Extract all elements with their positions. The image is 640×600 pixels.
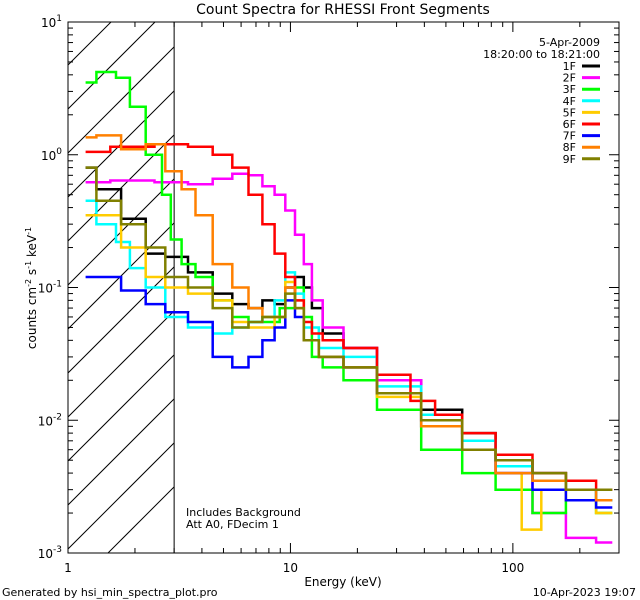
x-tick-label: 100 xyxy=(501,561,524,575)
y-tick-exponent: -1 xyxy=(53,280,62,290)
hatch-line xyxy=(68,398,175,506)
legend-label-6F: 6F xyxy=(563,118,576,131)
hatch-line xyxy=(68,0,174,21)
legend-label-5F: 5F xyxy=(563,106,576,119)
hatched-region xyxy=(68,0,175,553)
hatch-line xyxy=(68,22,156,110)
series-layer xyxy=(85,70,613,544)
x-tick-label: 10 xyxy=(283,561,298,575)
footer-timestamp: 10-Apr-2023 19:07 xyxy=(533,586,636,599)
hatch-line xyxy=(68,310,175,418)
series-line-6F xyxy=(85,142,613,491)
y-tick-label: 10-2 xyxy=(38,412,62,428)
series-line-9F xyxy=(85,166,613,491)
hatch-line xyxy=(68,266,175,374)
y-tick-base: 10 xyxy=(38,547,53,561)
legend-label-9F: 9F xyxy=(563,153,576,166)
y-label-part: keV xyxy=(25,234,39,261)
legend-date: 5-Apr-2009 xyxy=(539,36,600,49)
hatch-line xyxy=(68,46,175,154)
y-tick-label: 101 xyxy=(41,14,62,30)
y-tick-exponent: 1 xyxy=(56,14,62,24)
hatch-line xyxy=(68,22,112,66)
y-label-sup: -1 xyxy=(24,261,33,269)
y-tick-exponent: -3 xyxy=(53,545,62,555)
hatch-line xyxy=(68,134,175,242)
hatch-line xyxy=(68,442,175,550)
x-axis-label: Energy (keV) xyxy=(304,575,381,589)
y-label-sup: -2 xyxy=(24,279,33,287)
legend-label-7F: 7F xyxy=(563,130,576,143)
y-label-part: counts cm xyxy=(25,287,39,349)
annotation-background: Includes Background xyxy=(186,506,301,519)
legend-time-range: 18:20:00 to 18:21:00 xyxy=(483,48,600,61)
y-tick-label: 10-3 xyxy=(38,545,62,561)
y-tick-label: 10-1 xyxy=(38,280,62,296)
x-tick-label: 1 xyxy=(64,561,72,575)
hatch-line xyxy=(68,354,175,462)
legend-label-2F: 2F xyxy=(563,72,576,85)
hatch-line xyxy=(107,486,175,553)
footer-generated-by: Generated by hsi_min_spectra_plot.pro xyxy=(2,586,218,599)
y-tick-base: 10 xyxy=(38,414,53,428)
legend-label-4F: 4F xyxy=(563,95,576,108)
y-tick-exponent: 0 xyxy=(56,147,62,157)
legend-label-8F: 8F xyxy=(563,141,576,154)
y-label-part: s xyxy=(25,269,39,279)
y-label-sup: -1 xyxy=(24,227,33,235)
y-tick-base: 10 xyxy=(38,282,53,296)
chart-title: Count Spectra for RHESSI Front Segments xyxy=(196,2,490,18)
y-tick-label: 100 xyxy=(41,147,62,163)
y-tick-base: 10 xyxy=(41,149,56,163)
y-tick-exponent: -2 xyxy=(53,412,62,422)
annotation-attenuator: Att A0, FDecim 1 xyxy=(186,518,279,531)
hatch-lines xyxy=(68,0,175,553)
y-axis-label: counts cm-2 s-1 keV-1 xyxy=(24,227,39,349)
legend-label-1F: 1F xyxy=(563,60,576,73)
series-line-1F xyxy=(85,166,613,502)
y-tick-base: 10 xyxy=(41,16,56,30)
series-line-3F xyxy=(85,70,613,515)
legend-label-3F: 3F xyxy=(563,83,576,96)
x-axis-ticks: 1 10 100 xyxy=(64,22,620,575)
